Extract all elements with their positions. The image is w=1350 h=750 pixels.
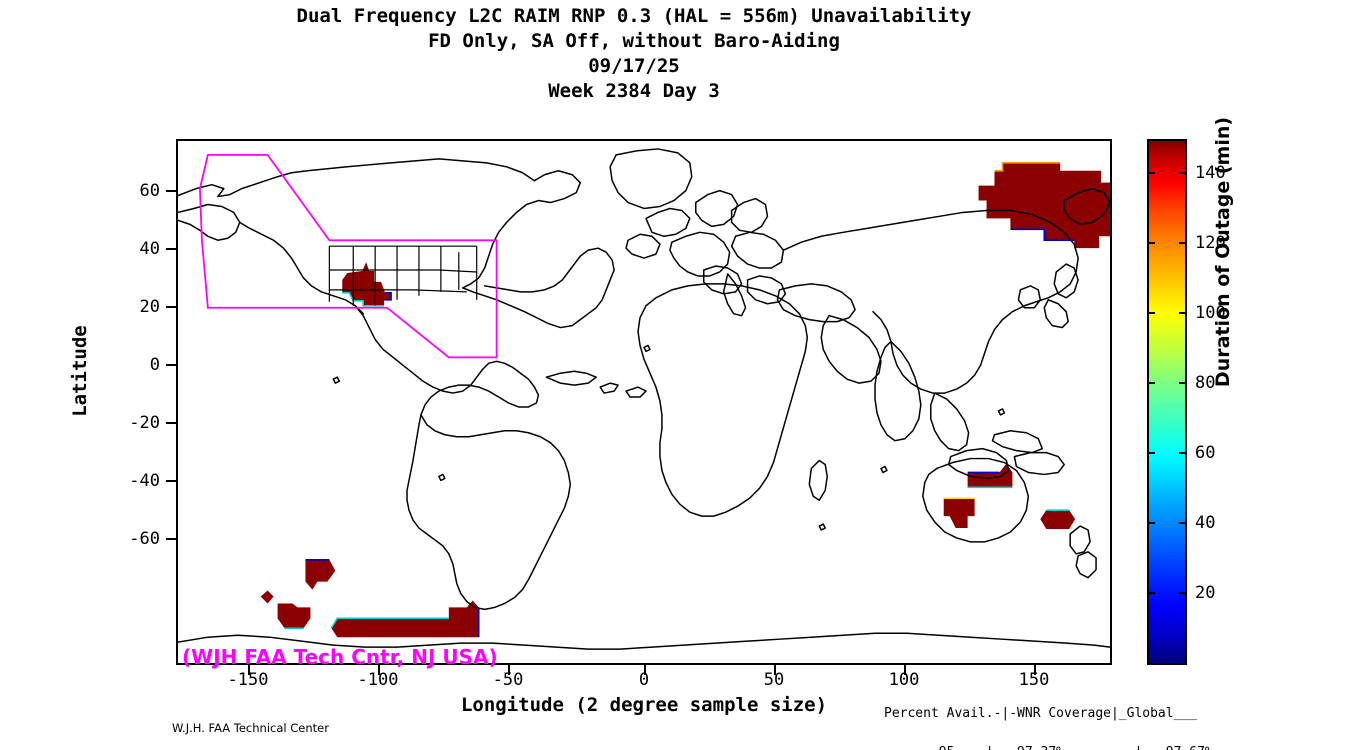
outage-region-south-pacific-b (277, 603, 311, 629)
colorbar-mark-right-40 (1179, 522, 1187, 524)
xtick-label--100: -100 (357, 670, 399, 690)
title-line-1: Dual Frequency L2C RAIM RNP 0.3 (HAL = 5… (296, 5, 972, 27)
colorbar-tick-label-40: 40 (1195, 513, 1216, 533)
title-line-3: 09/17/25 (588, 55, 680, 77)
ytick-mark-40 (166, 248, 176, 250)
x-axis-label: Longitude (2 degree sample size) (460, 694, 828, 716)
table-row: 95 | 97.37% | 97.67% (884, 746, 1213, 750)
colorbar-mark-left-140 (1147, 172, 1155, 174)
outage-region-us-southwest (342, 262, 392, 306)
xtick-mark-50 (774, 665, 776, 675)
colorbar-gradient (1147, 139, 1187, 665)
outage-regions (260, 162, 1110, 638)
colorbar-axis-label: Duration of Outage (min) (1212, 116, 1234, 388)
xtick-label--50: -50 (492, 670, 524, 690)
colorbar-mark-right-20 (1179, 592, 1187, 594)
ytick-label-60: 60 (139, 181, 160, 201)
figure-title: Dual Frequency L2C RAIM RNP 0.3 (HAL = 5… (0, 4, 1268, 104)
xtick-mark--100 (378, 665, 380, 675)
colorbar-mark-right-120 (1179, 242, 1187, 244)
ytick-mark--20 (166, 422, 176, 424)
colorbar-tick-label-100: 100 (1195, 303, 1226, 323)
outage-region-russia-edge-bot (1010, 228, 1075, 242)
colorbar-mark-right-60 (1179, 452, 1187, 454)
ytick-label-0: 0 (149, 355, 160, 375)
xtick-label-100: 100 (888, 670, 920, 690)
title-line-4: Week 2384 Day 3 (548, 80, 720, 102)
colorbar-mark-right-100 (1179, 312, 1187, 314)
y-axis-label: Latitude (69, 325, 91, 417)
waas-service-volume-boundary (199, 154, 498, 359)
ytick-mark-60 (166, 190, 176, 192)
outage-region-us-southwest-edge-b (384, 292, 392, 301)
colorbar-tick-label-20: 20 (1195, 583, 1216, 603)
ytick-mark--40 (166, 480, 176, 482)
stats-row-0: 95 | 97.37% | 97.67% (884, 745, 1213, 750)
world-map-plot (176, 139, 1112, 665)
outage-region-russia-edge-top (994, 162, 1061, 172)
colorbar-tick-label-140: 140 (1195, 163, 1226, 183)
outage-region-tasman-sea (1040, 510, 1076, 530)
colorbar-mark-right-140 (1179, 172, 1187, 174)
ytick-label-40: 40 (139, 239, 160, 259)
title-line-2: FD Only, SA Off, without Baro-Aiding (428, 30, 840, 52)
outage-region-southern-ocean-edge (330, 617, 449, 629)
outage-region-australia-north (967, 463, 1013, 488)
outage-region-russia-far-east (978, 162, 1110, 249)
xtick-label-50: 50 (763, 670, 785, 690)
ytick-label-20: 20 (139, 297, 160, 317)
colorbar-tick-label-120: 120 (1195, 233, 1226, 253)
colorbar-tick-label-60: 60 (1195, 443, 1216, 463)
map-svg (178, 148, 1110, 650)
xtick-label-150: 150 (1018, 670, 1050, 690)
ytick-mark-0 (166, 364, 176, 366)
colorbar: 140 120 100 80 60 40 20 (1147, 139, 1226, 665)
agency-watermark: (WJH FAA Tech Cntr, NJ USA) (182, 645, 498, 669)
coverage-stats-table: Percent Avail.-|-WNR Coverage|_Global___… (884, 681, 1213, 750)
colorbar-tick-label-80: 80 (1195, 373, 1216, 393)
outage-region-south-pacific-c (260, 590, 274, 604)
us-state-borders (328, 245, 478, 306)
ytick-label--40: -40 (129, 471, 160, 491)
ytick-label--60: -60 (129, 529, 160, 549)
outage-region-australia-south (943, 498, 975, 529)
stats-table-header: Percent Avail.-|-WNR Coverage|_Global___ (884, 706, 1198, 721)
credits-block: W.J.H. FAA Technical Center WAAS Test Te… (172, 688, 329, 750)
outage-region-us-southwest-edge (342, 292, 385, 307)
colorbar-mark-left-80 (1147, 382, 1155, 384)
colorbar-mark-left-100 (1147, 312, 1155, 314)
xtick-label--150: -150 (227, 670, 269, 690)
xtick-mark--50 (508, 665, 510, 675)
colorbar-mark-left-20 (1147, 592, 1155, 594)
ytick-mark--60 (166, 538, 176, 540)
xtick-mark-100 (904, 665, 906, 675)
ytick-label--20: -20 (129, 413, 160, 433)
xtick-label-0: 0 (638, 670, 650, 690)
xtick-mark-0 (644, 665, 646, 675)
colorbar-mark-left-120 (1147, 242, 1155, 244)
xtick-mark--150 (248, 665, 250, 675)
colorbar-mark-right-80 (1179, 382, 1187, 384)
credits-line-1: W.J.H. FAA Technical Center (172, 721, 329, 735)
xtick-mark-150 (1034, 665, 1036, 675)
colorbar-mark-left-60 (1147, 452, 1155, 454)
ytick-mark-20 (166, 306, 176, 308)
outage-region-south-pacific-a (305, 559, 336, 590)
coastlines (178, 148, 1110, 650)
colorbar-mark-left-40 (1147, 522, 1155, 524)
